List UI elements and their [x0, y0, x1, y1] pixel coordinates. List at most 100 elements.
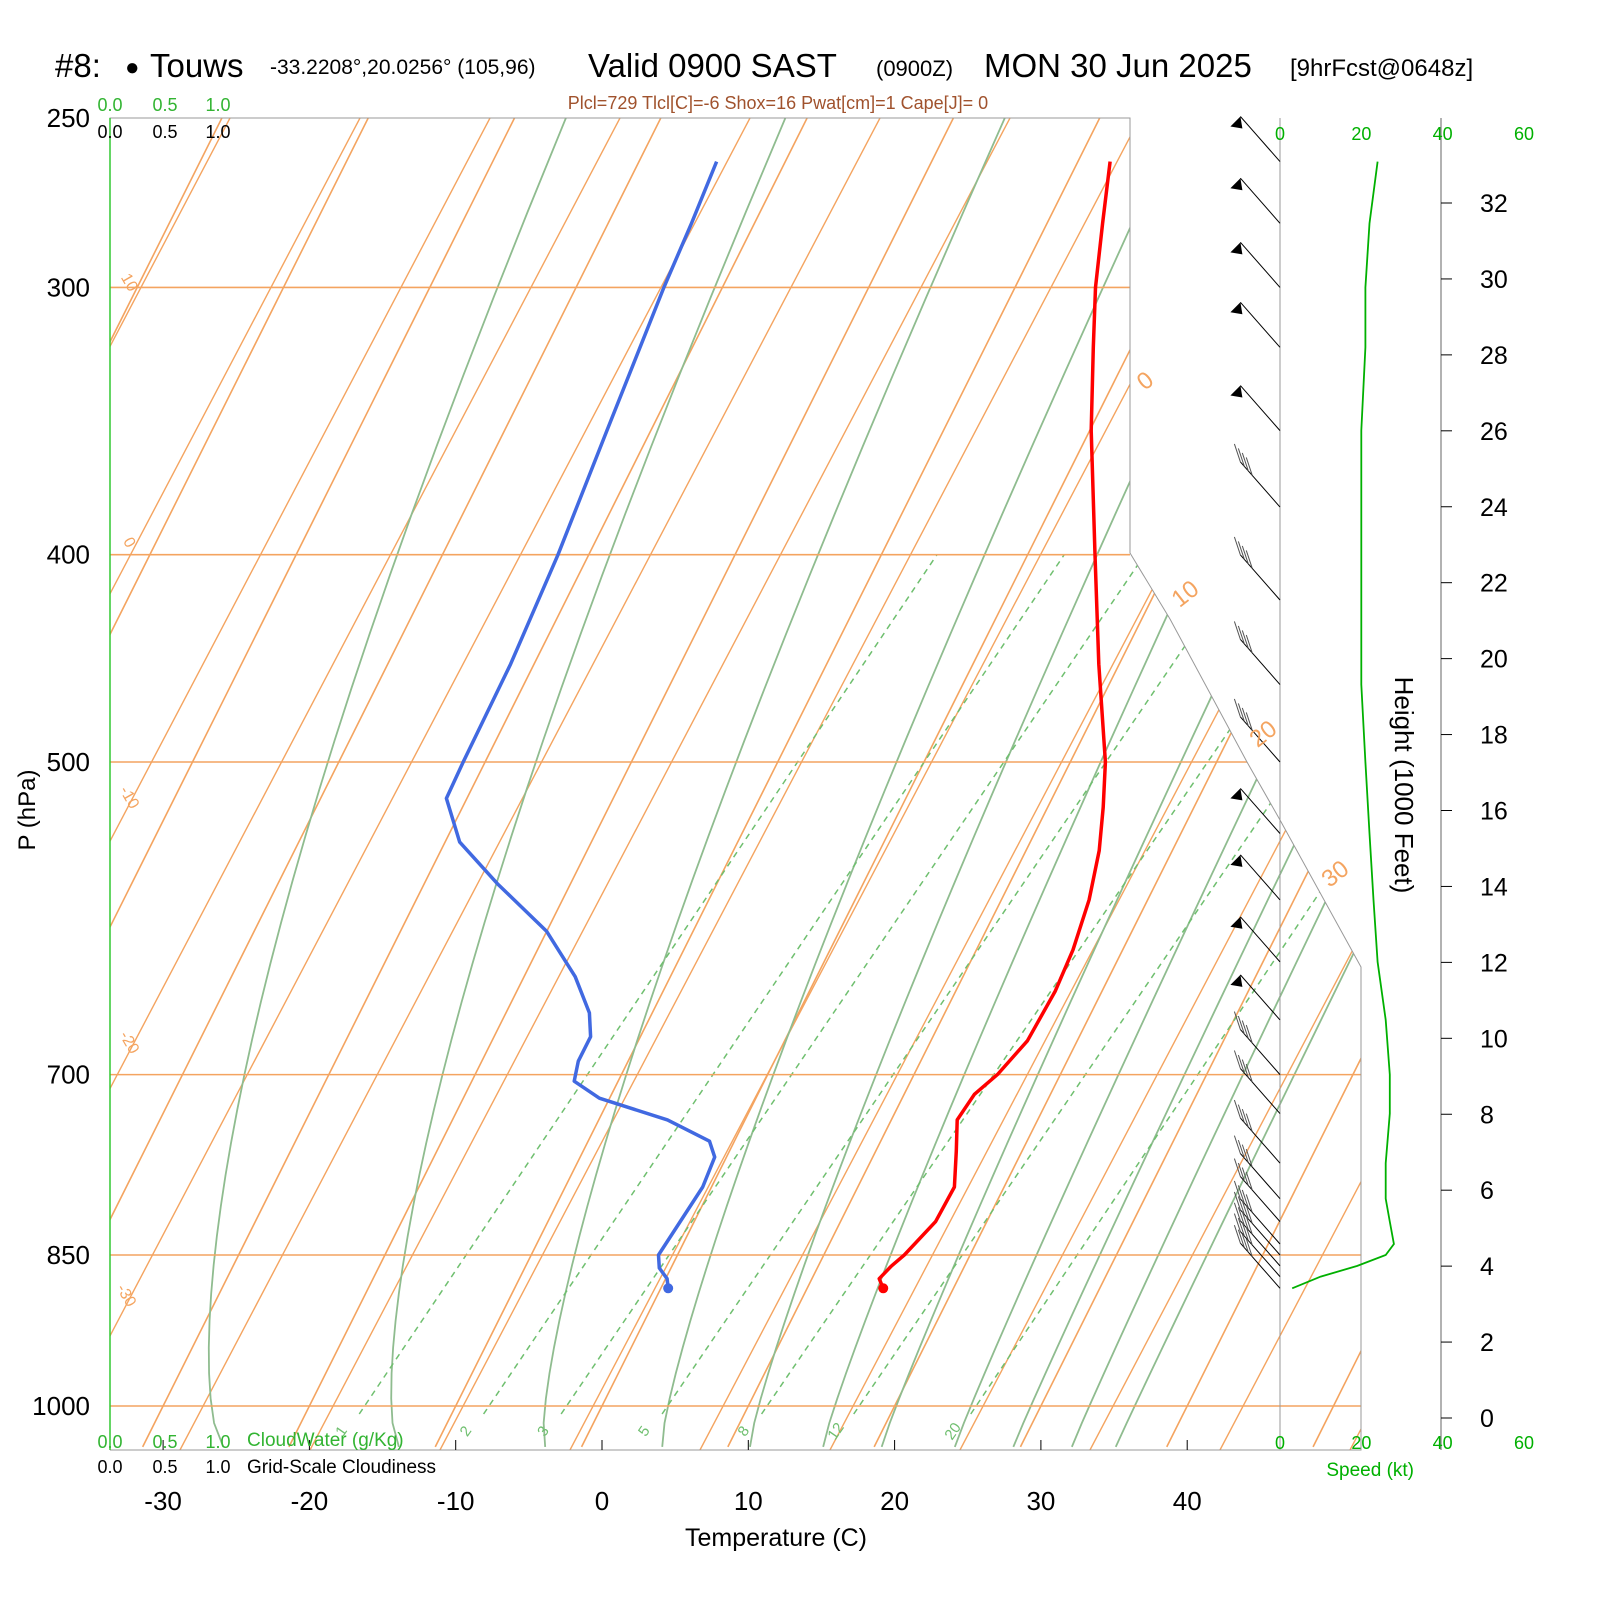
x-tick-label: -20	[291, 1486, 329, 1516]
wind-barb	[1240, 788, 1281, 834]
mixing-ratio-label: 5	[635, 1423, 654, 1440]
wind-barb	[1240, 1068, 1281, 1114]
wind-barb	[1240, 639, 1281, 685]
isotherm-label: -30	[113, 1281, 139, 1310]
moist-adiabat-line	[390, 118, 787, 1448]
wind-barb-feather	[1245, 712, 1253, 731]
wind-barb-feather	[1241, 1189, 1249, 1209]
wind-barb-feather	[1237, 703, 1245, 722]
wind-barb-pennant	[1230, 242, 1243, 255]
height-tick-label: 8	[1480, 1101, 1494, 1129]
x-tick-label: -10	[437, 1486, 475, 1516]
wind-barb-feather	[1233, 1158, 1241, 1177]
wind-barb-feather	[1233, 1191, 1241, 1211]
mixing-ratio-line	[358, 554, 938, 1415]
wind-barb-feather	[1241, 1200, 1249, 1220]
wind-barb-feather	[1245, 1063, 1253, 1083]
wind-barb-feather	[1237, 1196, 1245, 1215]
wind-barb-feather	[1241, 1020, 1249, 1039]
wind-barb-feather	[1245, 1238, 1253, 1257]
cloudiness-scale-top: 0.0	[97, 122, 122, 142]
wind-barb	[1240, 716, 1281, 763]
wind-barb	[1240, 974, 1281, 1021]
wind-barb-feather	[1241, 630, 1249, 649]
valid-time: Valid 0900 SAST	[588, 47, 837, 84]
isotherm-label: 0	[1132, 366, 1159, 396]
moist-adiabat-line	[749, 118, 1299, 1448]
dry-adiabat-line	[1349, 118, 1361, 1450]
cloudiness-label: Grid-Scale Cloudiness	[247, 1457, 436, 1478]
wind-barb-feather	[1241, 1211, 1249, 1230]
wind-barb-feather	[1237, 1104, 1245, 1123]
x-tick-label: -30	[144, 1486, 182, 1516]
wind-barb-feather	[1233, 443, 1241, 463]
wind-barb-feather	[1233, 536, 1241, 556]
height-tick-label: 24	[1480, 494, 1508, 522]
cloudwater-label: CloudWater (g/Kg)	[247, 1430, 404, 1451]
wind-barb	[1240, 1176, 1281, 1222]
wind-barb-feather	[1245, 457, 1253, 476]
wind-barb-feather	[1237, 1015, 1245, 1035]
wind-barb-feather	[1233, 698, 1241, 718]
dry-adiabat-line	[110, 118, 231, 1450]
wind-barb-feather	[1245, 1171, 1253, 1191]
wind-barb-feather	[1245, 1194, 1253, 1213]
cloudwater-scale-top: 0.0	[97, 95, 122, 115]
wind-barb	[1240, 1029, 1281, 1075]
station-number: #8:	[55, 47, 101, 84]
wind-barb-feather	[1233, 1202, 1241, 1221]
height-tick-label: 32	[1480, 190, 1508, 218]
wind-barb	[1240, 1153, 1281, 1200]
x-tick-label: 20	[880, 1486, 909, 1516]
wind-barb-feather	[1233, 1050, 1241, 1069]
pressure-tick-label: 500	[47, 747, 90, 777]
cloudwater-scale-bottom: 0.0	[97, 1432, 122, 1452]
dry-adiabat-line	[699, 118, 1361, 1450]
wind-barb	[1240, 554, 1281, 601]
wind-barb-feather	[1233, 1135, 1241, 1154]
cloudwater-scale-bottom: 0.5	[152, 1432, 177, 1452]
isotherm-label: -20	[116, 1028, 142, 1057]
isotherm-line	[1019, 118, 1361, 1448]
wind-barb-pennant	[1230, 974, 1243, 987]
dry-adiabat-line	[439, 118, 1141, 1450]
isotherm-line	[110, 118, 388, 1448]
wind-barb-feather	[1233, 1225, 1241, 1244]
wind-barb-feather	[1237, 1207, 1245, 1226]
mixing-ratio-label: 20	[941, 1420, 964, 1443]
height-tick-label: 0	[1480, 1405, 1494, 1433]
dry-adiabat-line	[179, 118, 881, 1450]
wind-barb-feather	[1233, 1213, 1241, 1232]
cloudiness-scale-top: 0.5	[152, 122, 177, 142]
wind-barb-pennant	[1230, 385, 1243, 398]
wind-barb-feather	[1237, 448, 1245, 467]
wind-barb	[1240, 177, 1281, 224]
speed-tick-label-top: 20	[1351, 124, 1371, 144]
dry-adiabat-line	[110, 118, 621, 1450]
dewpoint-profile	[444, 160, 719, 1289]
pressure-tick-label: 850	[47, 1240, 90, 1270]
station-name: Touws	[150, 47, 244, 84]
wind-barb-feather	[1237, 541, 1245, 560]
wind-barb-feather	[1245, 1226, 1253, 1246]
height-tick-label: 26	[1480, 418, 1508, 446]
pressure-tick-label: 400	[47, 540, 90, 570]
moist-adiabat-line	[207, 118, 567, 1448]
isotherm-line	[110, 118, 242, 1448]
isotherm-line	[1166, 118, 1361, 1448]
temperature-profile-surface-point	[878, 1283, 889, 1294]
mixing-ratio-label: 2	[457, 1423, 476, 1440]
wind-barb	[1240, 385, 1281, 431]
height-tick-label: 22	[1480, 570, 1508, 598]
wind-barb-feather	[1241, 1167, 1249, 1186]
isotherm-label: 0	[119, 535, 138, 551]
wind-barb-pennant	[1230, 916, 1243, 929]
mixing-ratio-line	[661, 554, 1248, 1415]
dry-adiabat-line	[110, 118, 751, 1450]
wind-barb-feather	[1237, 1217, 1245, 1237]
height-tick-label: 10	[1480, 1025, 1508, 1053]
moist-adiabat-line	[1114, 118, 1361, 1448]
cloudiness-scale-bottom: 1.0	[205, 1457, 230, 1477]
wind-barb-pennant	[1230, 178, 1243, 191]
